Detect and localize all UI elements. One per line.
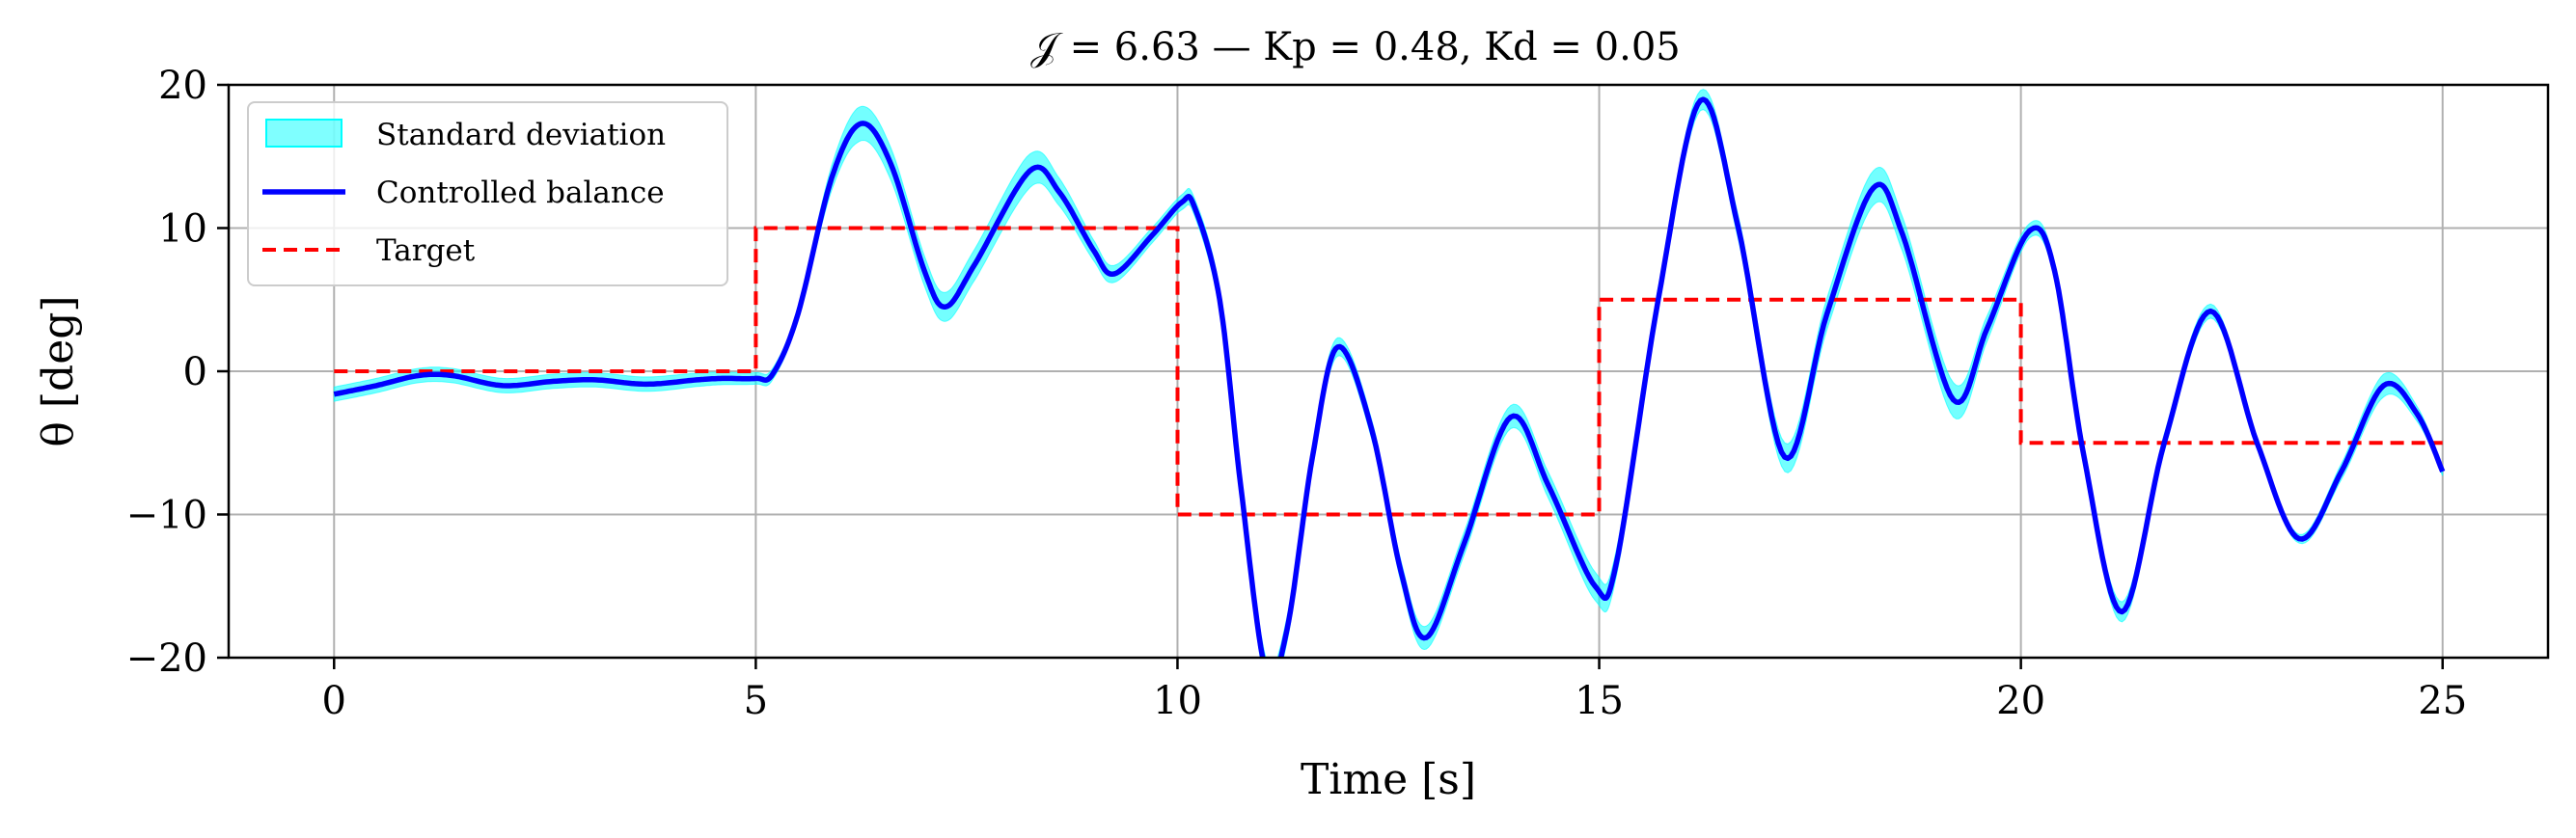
y-tick-label: 10 (158, 207, 207, 252)
y-axis-label: θ [deg] (34, 295, 83, 446)
y-tick-label: 20 (158, 64, 207, 108)
legend-swatch-std (265, 119, 343, 148)
legend-label-controlled: Controlled balance (376, 176, 665, 210)
tick-labels: 0 5 10 15 20 25 20 10 0 −10 −20 (126, 64, 2468, 723)
x-tick-label: 0 (322, 679, 346, 723)
x-tick-label: 25 (2418, 679, 2467, 723)
ticks (217, 83, 2444, 669)
y-tick-label: 0 (183, 350, 207, 394)
y-tick-label: −20 (126, 636, 207, 681)
controlled-balance-line (333, 96, 2446, 658)
x-tick-label: 5 (744, 679, 768, 723)
chart-title: 𝒥 = 6.63 — Kp = 0.48, Kd = 0.05 (1030, 25, 1680, 69)
target-line (334, 226, 2443, 517)
x-axis-label: Time [s] (1301, 755, 1476, 804)
x-tick-label: 10 (1153, 679, 1202, 723)
plot-area (333, 89, 2446, 658)
x-tick-label: 15 (1575, 679, 1624, 723)
x-tick-label: 20 (1996, 679, 2045, 723)
legend: Standard deviation Controlled balance Ta… (247, 101, 728, 286)
y-tick-label: −10 (126, 494, 207, 538)
legend-label-target: Target (376, 233, 476, 268)
std-deviation-band (333, 89, 2444, 658)
legend-label-std: Standard deviation (376, 118, 666, 152)
legend-frame (247, 101, 728, 286)
